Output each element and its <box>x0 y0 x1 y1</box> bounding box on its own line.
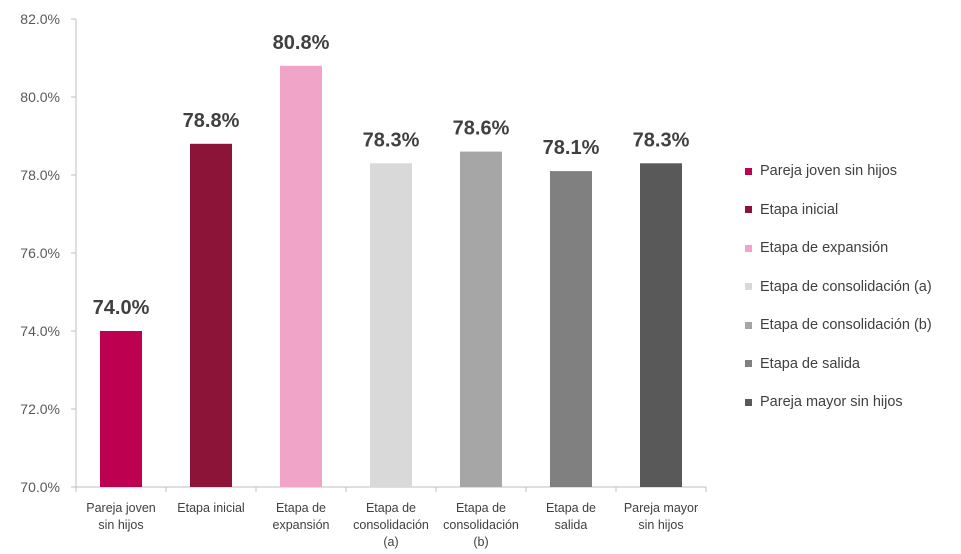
bar <box>190 143 232 488</box>
legend-item: Etapa de consolidación (b) <box>745 306 932 345</box>
legend-label: Etapa de expansión <box>760 240 889 257</box>
y-tick-label: 78.0% <box>20 167 60 183</box>
bars <box>100 65 682 488</box>
legend-item: Etapa de consolidación (a) <box>745 268 932 307</box>
legend-item: Etapa de expansión <box>745 229 932 268</box>
legend-label: Pareja mayor sin hijos <box>760 394 903 411</box>
legend-item: Pareja joven sin hijos <box>745 152 932 191</box>
legend-label: Pareja joven sin hijos <box>760 163 898 180</box>
y-tick-label: 72.0% <box>20 401 60 417</box>
x-tick-label: salida <box>555 518 588 532</box>
x-tick-label: Etapa de <box>276 501 326 515</box>
data-label: 78.8% <box>183 110 240 132</box>
x-tick-label: consolidación <box>443 518 519 532</box>
data-label: 78.3% <box>363 129 420 151</box>
x-tick-label: Etapa inicial <box>177 501 244 515</box>
x-tick-label: sin hijos <box>638 518 683 532</box>
legend: Pareja joven sin hijos Etapa inicial Etapa… <box>745 152 932 422</box>
legend-item: Etapa de salida <box>745 345 932 384</box>
legend-label: Etapa de salida <box>760 355 860 372</box>
bar <box>640 163 682 488</box>
x-tick-label: (a) <box>383 535 398 549</box>
data-label: 80.8% <box>273 32 330 54</box>
x-tick-label: Etapa de <box>366 501 416 515</box>
y-tick-label: 76.0% <box>20 245 60 261</box>
bar <box>550 171 592 487</box>
legend-swatch <box>745 283 752 291</box>
legend-swatch <box>745 206 752 214</box>
x-tick-label: (b) <box>473 535 488 549</box>
data-label: 78.3% <box>633 129 690 151</box>
data-labels: 74.0% 78.8% 80.8% 78.3% 78.6% 78.1% 78.3% <box>93 32 690 319</box>
x-tick-label: Pareja mayor <box>624 501 698 515</box>
bar <box>280 65 322 488</box>
y-tick-label: 70.0% <box>20 479 60 495</box>
x-tick-label: Etapa de <box>546 501 596 515</box>
x-tick-label: Etapa de <box>456 501 506 515</box>
legend-item: Etapa inicial <box>745 191 932 230</box>
legend-label: Etapa de consolidación (a) <box>760 278 932 295</box>
y-tick-label: 80.0% <box>20 89 60 105</box>
y-axis: 70.0% 72.0% 74.0% 76.0% 78.0% 80.0% 82.0% <box>20 11 77 495</box>
legend-swatch <box>745 244 752 252</box>
data-label: 78.6% <box>453 118 510 140</box>
y-tick-label: 74.0% <box>20 323 60 339</box>
y-tick-label: 82.0% <box>20 11 60 27</box>
data-label: 78.1% <box>543 137 600 159</box>
legend-swatch <box>745 398 752 406</box>
bar <box>100 331 142 487</box>
x-tick-label: sin hijos <box>98 518 143 532</box>
legend-label: Etapa de consolidación (b) <box>760 317 932 334</box>
legend-swatch <box>745 321 752 329</box>
x-tick-label: Pareja joven <box>86 501 156 515</box>
legend-swatch <box>745 360 752 368</box>
bar <box>370 163 412 488</box>
bar <box>460 151 502 487</box>
x-tick-label: consolidación <box>353 518 429 532</box>
data-label: 74.0% <box>93 297 150 319</box>
x-axis: Pareja joven sin hijos Etapa inicial Etapa … <box>75 486 707 549</box>
x-tick-label: expansión <box>273 518 330 532</box>
legend-item: Pareja mayor sin hijos <box>745 383 932 422</box>
legend-label: Etapa inicial <box>760 201 839 218</box>
legend-swatch <box>745 167 752 175</box>
